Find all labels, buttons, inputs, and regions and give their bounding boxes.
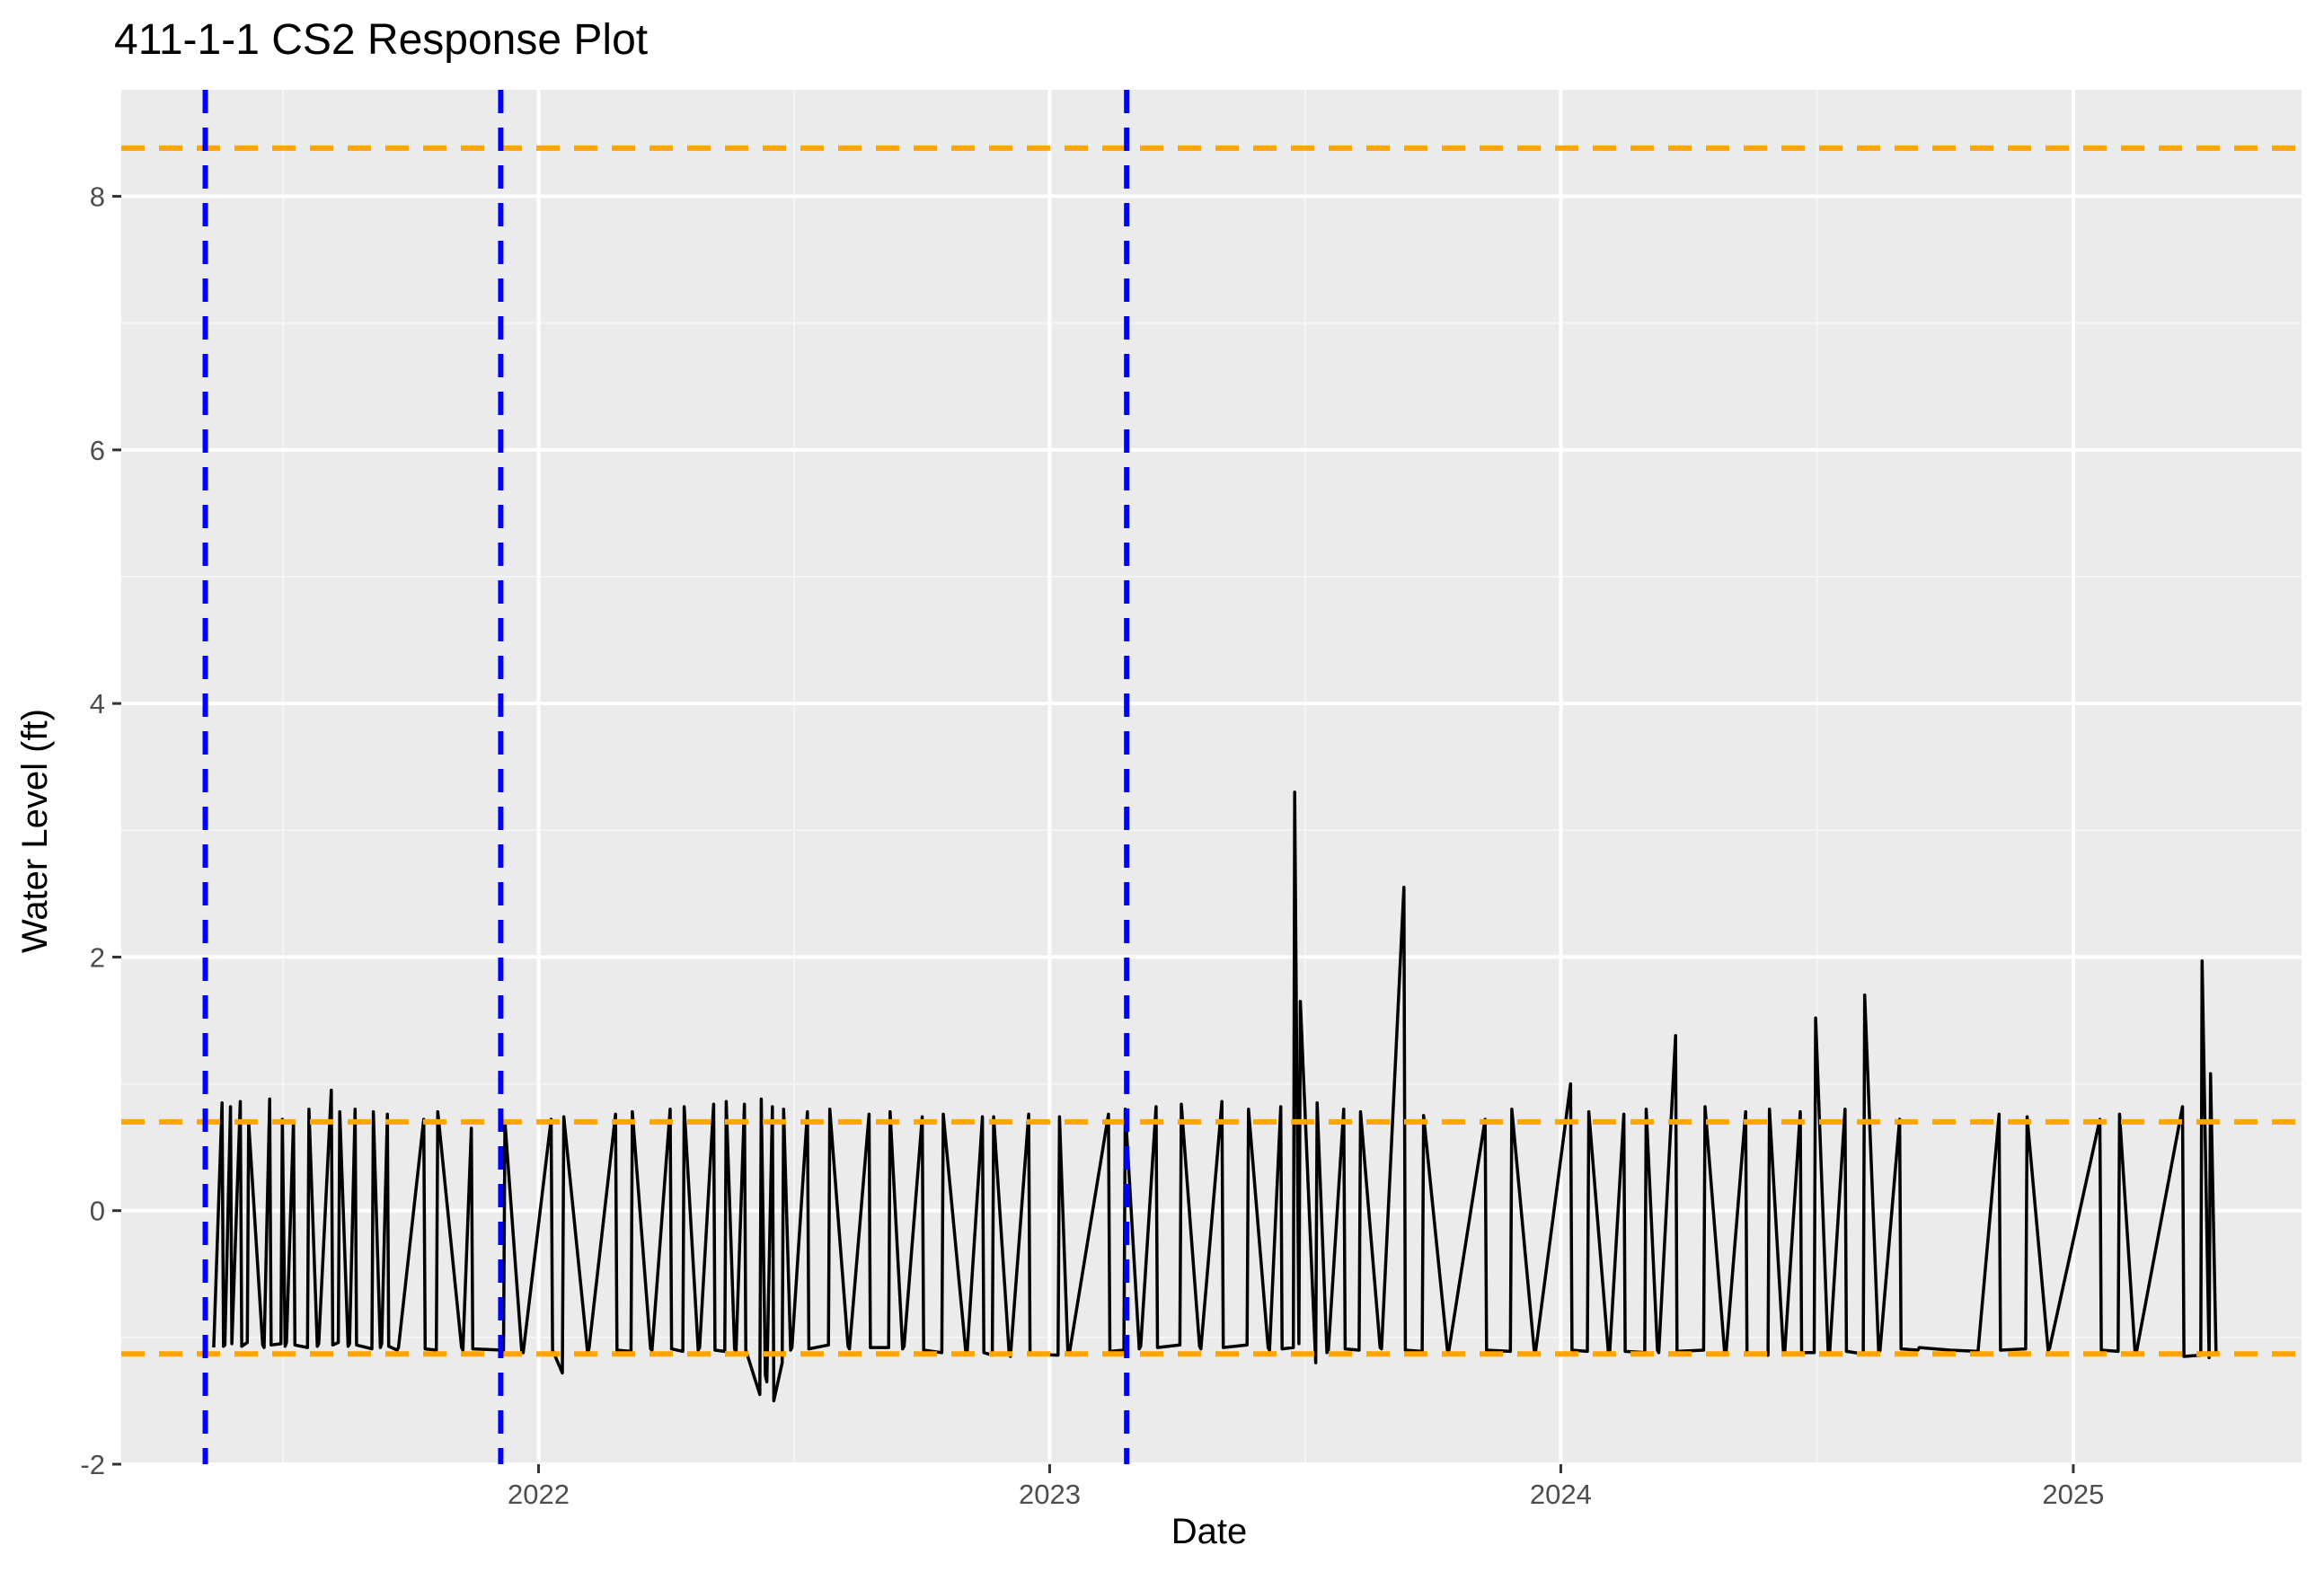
- minor-gridlines: [121, 90, 2302, 1464]
- y-tick-label: 4: [90, 688, 105, 720]
- y-tick-label: 6: [90, 435, 105, 466]
- x-axis-title: Date: [1171, 1512, 1248, 1551]
- chart-title: 411-1-1 CS2 Response Plot: [114, 16, 648, 64]
- tick-labels: -2 0 2 4 6 8 2022 2023 2024 2025: [80, 181, 2104, 1510]
- x-tick-label: 2025: [2042, 1479, 2104, 1510]
- plot-panel: [121, 90, 2302, 1464]
- y-axis-title: Water Level (ft): [15, 709, 55, 953]
- reference-lines: [121, 90, 2302, 1464]
- axis-ticks: [112, 195, 2075, 1473]
- y-tick-label: 2: [90, 941, 105, 973]
- y-tick-label: -2: [80, 1449, 105, 1480]
- y-tick-label: 0: [90, 1196, 105, 1227]
- x-tick-label: 2022: [508, 1479, 570, 1510]
- x-tick-label: 2024: [1530, 1479, 1592, 1510]
- y-tick-label: 8: [90, 181, 105, 213]
- x-tick-label: 2023: [1019, 1479, 1081, 1510]
